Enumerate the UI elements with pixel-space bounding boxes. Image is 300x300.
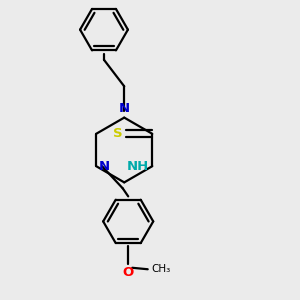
Text: CH₃: CH₃	[151, 264, 170, 274]
Text: O: O	[123, 266, 134, 279]
Text: N: N	[119, 102, 130, 115]
Text: NH: NH	[127, 160, 149, 173]
Text: N: N	[99, 160, 110, 173]
Text: S: S	[113, 127, 123, 140]
